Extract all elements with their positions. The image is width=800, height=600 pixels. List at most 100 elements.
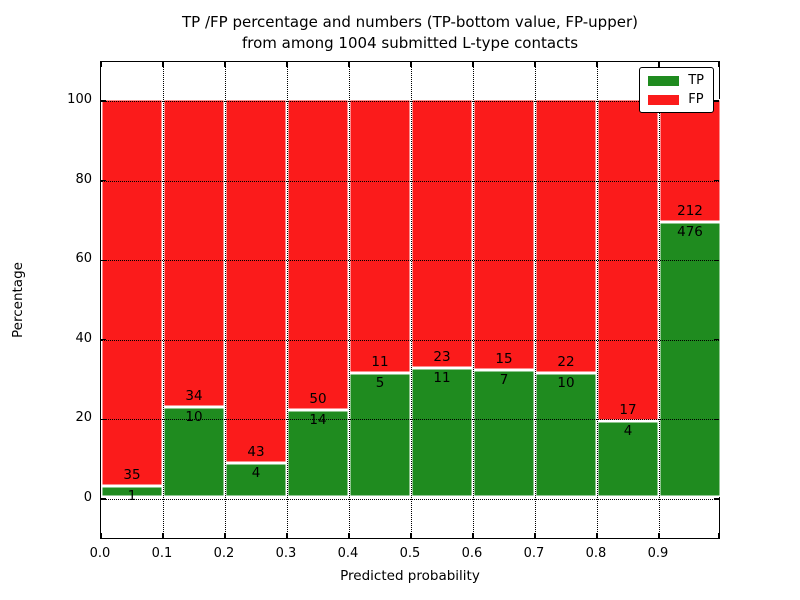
tp-swatch-icon [648, 75, 680, 86]
y-tick-label: 0 [83, 490, 92, 505]
y-tick-mark [101, 498, 106, 500]
y-tick-mark [714, 259, 719, 261]
x-tick-label: 0.3 [275, 546, 297, 561]
horizontal-gridline [101, 180, 719, 182]
tp-segment [287, 409, 349, 497]
tp-count-label: 10 [557, 374, 575, 391]
x-tick-mark [410, 533, 412, 538]
grid-layer [101, 62, 719, 538]
y-tick-mark [101, 259, 106, 261]
fp-swatch-icon [648, 94, 680, 105]
y-tick-mark [714, 100, 719, 102]
legend-label-tp: TP [688, 73, 704, 88]
fp-count-label: 23 [433, 349, 451, 366]
y-tick-label: 60 [75, 251, 92, 267]
x-tick-mark [718, 533, 720, 538]
x-tick-mark [472, 533, 474, 538]
tp-segment [225, 463, 287, 497]
tp-count-label: 5 [375, 374, 385, 391]
tp-count-label: 11 [433, 370, 451, 387]
x-tick-label: 0.5 [399, 546, 421, 561]
horizontal-gridline [101, 499, 719, 500]
vertical-gridline [224, 62, 226, 538]
tp-count-label: 4 [251, 465, 261, 482]
x-axis-label: Predicted probability [340, 568, 480, 584]
fp-segment [163, 99, 225, 407]
fp-segment [225, 99, 287, 464]
legend-item-tp: TP [648, 74, 704, 87]
tp-segment [473, 370, 535, 497]
x-tick-mark [718, 62, 720, 67]
x-tick-label: 0.9 [647, 546, 669, 561]
y-tick-mark [101, 339, 106, 341]
chart-title-line1: TP /FP percentage and numbers (TP-bottom… [182, 13, 638, 31]
bar: 212 476 [659, 99, 721, 497]
x-tick-mark [472, 62, 474, 67]
x-tick-mark [596, 62, 598, 67]
chart-title-line2: from among 1004 submitted L-type contact… [241, 33, 579, 52]
y-tick-mark [101, 418, 106, 421]
fp-segment [101, 99, 163, 486]
fp-segment [411, 99, 473, 369]
x-tick-label: 0.2 [213, 546, 235, 561]
x-tick-mark [658, 533, 660, 538]
fp-count-label: 35 [123, 466, 141, 483]
x-tick-label: 0.6 [461, 546, 483, 561]
tp-segment [101, 485, 163, 497]
y-tick-mark [714, 179, 719, 182]
x-tick-mark [224, 533, 226, 538]
fp-count-label: 50 [309, 390, 327, 407]
y-tick-label: 100 [67, 92, 92, 107]
vertical-gridline [472, 62, 474, 538]
x-tick-mark [100, 533, 102, 538]
fp-count-label: 11 [371, 353, 389, 370]
x-tick-mark [410, 62, 412, 67]
legend: TP FP [639, 67, 714, 113]
tp-segment [349, 372, 411, 497]
fp-segment [287, 99, 349, 410]
fp-segment [597, 99, 659, 422]
bar: 34 10 [163, 99, 225, 497]
tp-segment [597, 421, 659, 497]
fp-segment [473, 99, 535, 371]
x-tick-mark [658, 62, 660, 67]
bar: 50 14 [287, 99, 349, 497]
x-tick-mark [596, 533, 598, 538]
fp-segment [659, 99, 721, 222]
x-tick-mark [224, 62, 226, 67]
vertical-gridline [348, 62, 350, 538]
horizontal-gridline [101, 260, 719, 262]
bar: 23 11 [411, 99, 473, 497]
y-axis-label: Percentage [10, 262, 26, 338]
x-tick-mark [534, 62, 536, 67]
y-tick-label: 40 [75, 330, 92, 346]
tp-count-label: 7 [499, 372, 509, 389]
tp-segment [163, 406, 225, 497]
y-tick-mark [714, 339, 719, 341]
horizontal-gridline [101, 101, 719, 102]
bar: 43 4 [225, 99, 287, 497]
x-tick-label: 0.4 [337, 546, 359, 561]
x-tick-mark [286, 62, 288, 67]
tp-count-label: 1 [127, 487, 137, 504]
bar: 11 5 [349, 99, 411, 497]
vertical-gridline [596, 62, 598, 538]
y-tick-label: 80 [75, 171, 92, 187]
x-tick-mark [348, 533, 350, 538]
fp-segment [349, 99, 411, 373]
tp-segment [659, 221, 721, 497]
y-tick-mark [101, 179, 106, 182]
y-tick-label: 20 [75, 410, 92, 426]
x-tick-mark [348, 62, 350, 67]
tp-segment [535, 372, 597, 497]
fp-segment [535, 99, 597, 373]
tick-marks-layer [100, 62, 720, 538]
vertical-gridline [410, 62, 412, 538]
tp-count-label: 14 [309, 411, 327, 428]
tp-count-label: 10 [185, 408, 203, 425]
x-tick-label: 0.0 [89, 546, 111, 561]
bar: 15 7 [473, 99, 535, 497]
bar: 17 4 [597, 99, 659, 497]
fp-count-label: 212 [677, 202, 703, 219]
x-tick-mark [534, 533, 536, 538]
